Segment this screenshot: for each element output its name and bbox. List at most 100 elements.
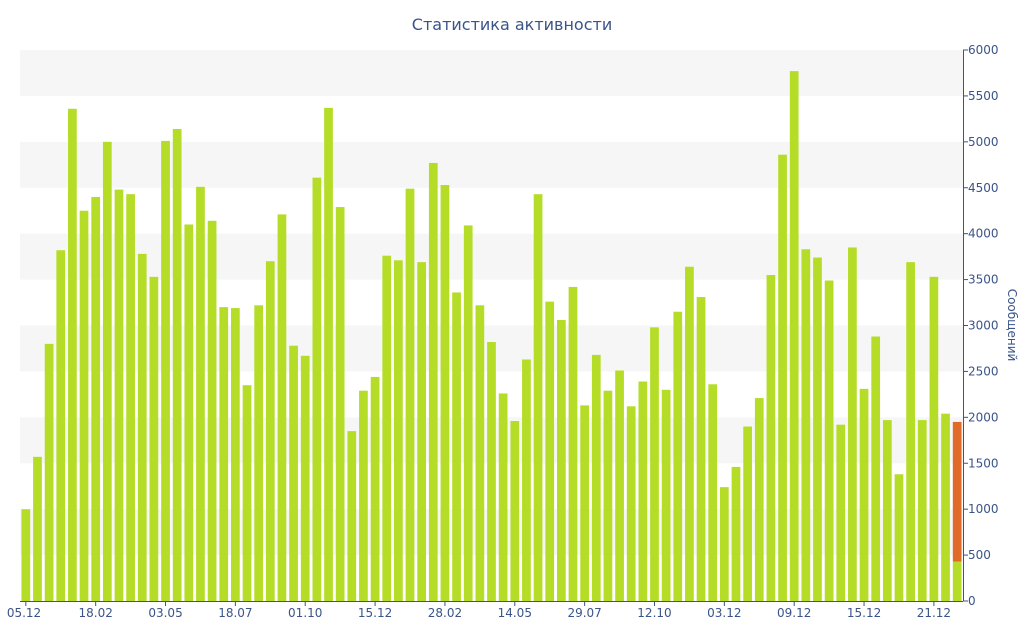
bar [603, 390, 613, 601]
bar [254, 305, 264, 601]
bar [359, 390, 368, 601]
y-axis-title: Сообщений [1005, 289, 1019, 362]
bar [417, 262, 427, 601]
bar [347, 431, 357, 601]
bar [941, 413, 950, 601]
x-tick-label: 15.12 [847, 606, 881, 620]
bar-current-base [952, 561, 962, 601]
bars-group [21, 71, 962, 602]
y-tick-label: 2000 [968, 410, 999, 424]
y-tick-label: 5000 [968, 135, 999, 149]
bar [580, 405, 590, 601]
x-tick-label: 01.10 [288, 606, 322, 620]
y-tick-label: 2500 [968, 364, 999, 378]
bar [44, 343, 54, 601]
bar [91, 196, 101, 601]
x-tick-label: 29.07 [567, 606, 601, 620]
bar [533, 194, 543, 601]
bar [33, 456, 42, 601]
x-tick-label: 03.05 [148, 606, 182, 620]
bar [801, 249, 811, 602]
y-tick-label: 1000 [968, 502, 999, 516]
bar [673, 311, 683, 601]
bar [522, 359, 531, 601]
bar [114, 189, 124, 601]
y-tick-label: 5500 [968, 89, 999, 103]
y-tick-label: 0 [968, 594, 976, 608]
bar [626, 406, 636, 601]
bar [813, 257, 822, 601]
bar [68, 108, 77, 602]
bar [685, 266, 694, 601]
y-tick-label: 500 [968, 548, 991, 562]
bar [300, 355, 310, 601]
bar [929, 276, 939, 601]
bar [719, 487, 729, 601]
y-tick-label: 4500 [968, 181, 999, 195]
bar [848, 247, 857, 602]
grid-band [20, 50, 963, 96]
bar [277, 214, 287, 602]
bar [137, 253, 147, 601]
bar [556, 319, 566, 601]
bar [696, 297, 706, 601]
bar [591, 354, 601, 601]
y-tick-label: 1500 [968, 456, 999, 470]
bar [184, 224, 194, 601]
bar [463, 225, 473, 601]
bar [452, 292, 461, 601]
bar [568, 286, 578, 601]
x-tick-label: 28.02 [428, 606, 462, 620]
bar [161, 140, 170, 602]
axes-group: 0 500 1000 1500 2000 2500 3000 3500 4000 4500 5000… [7, 43, 999, 620]
bar [894, 474, 904, 601]
bar [370, 376, 380, 601]
bar [440, 184, 450, 601]
x-tick-label: 18.07 [218, 606, 252, 620]
y-tick-label: 3500 [968, 273, 999, 287]
chart-title: Статистика активности [411, 15, 613, 34]
y-tick-label: 3000 [968, 319, 999, 333]
bar [487, 342, 496, 601]
bar [661, 389, 671, 601]
bar [498, 393, 508, 601]
x-tick-label: 12.10 [637, 606, 671, 620]
bar [743, 426, 752, 601]
bar [405, 188, 415, 601]
bar [102, 141, 112, 602]
bar [545, 301, 555, 601]
bar [196, 186, 205, 601]
bar [859, 388, 869, 601]
bar [917, 420, 927, 601]
bar [172, 128, 182, 601]
bar [475, 305, 485, 601]
bar [824, 280, 834, 601]
x-tick-label: 21.12 [917, 606, 951, 620]
y-tick-label: 4000 [968, 227, 999, 241]
bar [79, 210, 89, 602]
bar [149, 276, 159, 601]
bar [219, 307, 229, 601]
y-tick-label: 6000 [968, 43, 999, 57]
bar [871, 336, 881, 601]
bar [754, 398, 764, 601]
x-tick-label: 15.12 [358, 606, 392, 620]
bar [289, 345, 298, 601]
bar [382, 255, 392, 601]
bar [650, 327, 659, 601]
bar [731, 466, 741, 601]
bar [766, 274, 776, 601]
bar [312, 177, 322, 602]
bar [789, 71, 799, 602]
bar [265, 261, 275, 601]
bar-current-highlight [952, 421, 962, 562]
bar [324, 107, 333, 601]
bar [335, 207, 345, 601]
bar [56, 250, 66, 602]
x-tick-label: 09.12 [777, 606, 811, 620]
bar [21, 509, 31, 601]
x-tick-label: 18.02 [78, 606, 112, 620]
bar [615, 370, 624, 601]
bar [708, 384, 718, 601]
